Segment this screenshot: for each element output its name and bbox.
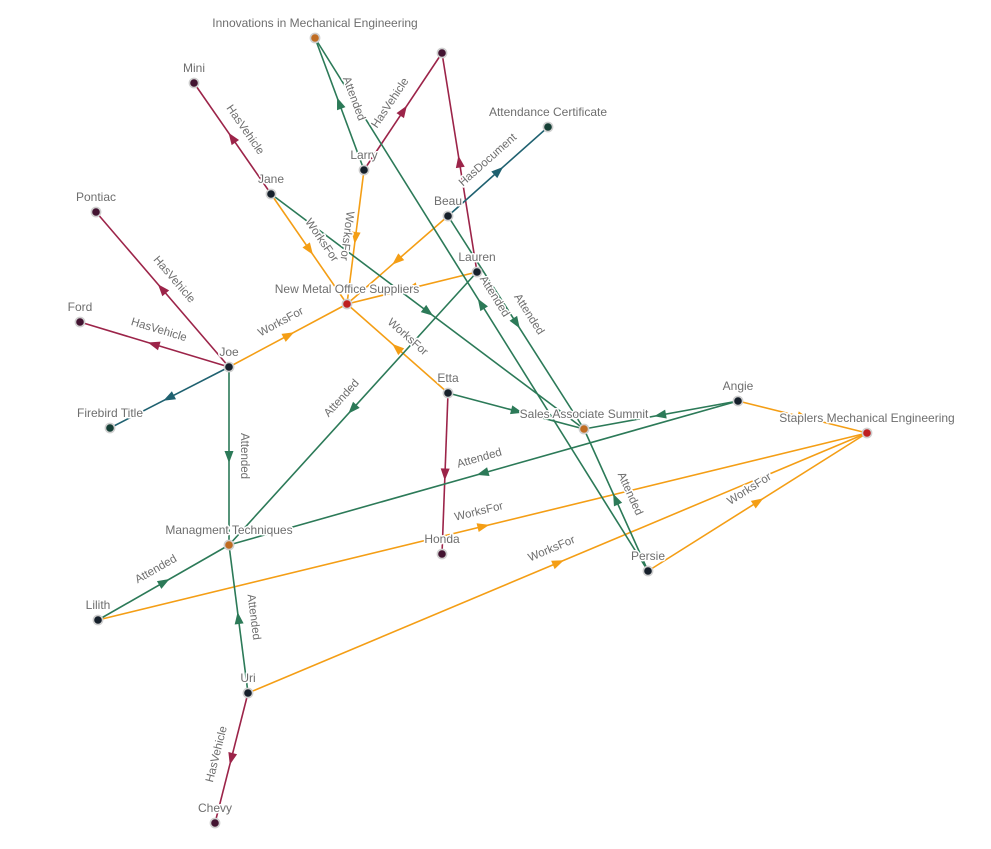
node-label-pontiac: Pontiac <box>76 190 116 204</box>
node-sas[interactable] <box>578 423 590 435</box>
node-label-uri: Uri <box>240 671 255 685</box>
edge-label-worksfor: WorksFor <box>385 316 430 358</box>
nodes-layer <box>74 32 873 829</box>
edge-arrow-icon <box>351 231 361 244</box>
node-label-larry: Larry <box>350 148 377 162</box>
node-label-attcert: Attendance Certificate <box>489 105 607 119</box>
edge-arrow-icon <box>654 409 667 419</box>
node-label-angie: Angie <box>723 379 754 393</box>
edge-arrow-icon <box>281 332 295 342</box>
node-label-mini: Mini <box>183 61 205 75</box>
node-label-lauren: Lauren <box>458 250 495 264</box>
edge-arrow-icon <box>302 242 313 255</box>
edge-arrow-icon <box>750 498 764 509</box>
node-uri[interactable] <box>242 687 254 699</box>
edge-label-attended: Attended <box>133 553 179 586</box>
node-nmos[interactable] <box>341 298 353 310</box>
node-vehicle1[interactable] <box>436 47 448 59</box>
node-larry[interactable] <box>358 164 370 176</box>
edge-arrow-icon <box>551 560 564 570</box>
node-persie[interactable] <box>642 565 654 577</box>
node-labels-layer: Innovations in Mechanical Engineering Min… <box>66 15 956 817</box>
node-label-beau: Beau <box>434 194 462 208</box>
edge-arrow-icon <box>228 132 240 146</box>
node-label-nmos: New Metal Office Suppliers <box>275 282 420 296</box>
edge-arrow-icon <box>420 304 434 316</box>
edge-label-worksfor: WorksFor <box>256 305 306 339</box>
node-firebird[interactable] <box>104 422 116 434</box>
node-chevy[interactable] <box>209 817 221 829</box>
edge-label-attended: Attended <box>322 377 362 419</box>
node-lauren[interactable] <box>471 266 483 278</box>
edge-arrows-layer <box>147 97 810 765</box>
edge-label-attended: Attended <box>238 433 250 479</box>
node-label-lilith: Lilith <box>86 598 111 612</box>
edge-arrow-icon <box>396 105 407 119</box>
node-label-mt: Managment Techniques <box>165 523 292 537</box>
node-innovations[interactable] <box>309 32 321 44</box>
node-attcert[interactable] <box>542 121 554 133</box>
edge-arrow-icon <box>477 298 488 312</box>
node-beau[interactable] <box>442 210 454 222</box>
edge-arrow-icon <box>509 315 520 329</box>
edge-arrow-icon <box>796 411 810 421</box>
edge-arrow-icon <box>163 391 177 401</box>
edge-arrow-icon <box>455 155 465 169</box>
node-label-joe: Joe <box>219 345 239 359</box>
node-etta[interactable] <box>442 387 454 399</box>
node-label-innovations: Innovations in Mechanical Engineering <box>212 16 417 30</box>
edge-arrow-icon <box>228 752 238 765</box>
edges-layer <box>79 37 868 824</box>
node-staplers[interactable] <box>861 427 873 439</box>
edge-arrow-icon <box>392 253 405 265</box>
edge-arrow-icon <box>392 343 405 356</box>
node-label-firebird: Firebird Title <box>77 406 143 420</box>
edge-arrow-icon <box>405 282 418 292</box>
node-label-jane: Jane <box>258 172 284 186</box>
node-label-etta: Etta <box>437 371 459 385</box>
node-label-honda: Honda <box>424 532 460 546</box>
edge-label-attended: Attended <box>456 447 504 471</box>
node-angie[interactable] <box>732 395 744 407</box>
edge-arrow-icon <box>224 451 234 463</box>
node-ford[interactable] <box>74 316 86 328</box>
edge-label-worksfor: WorksFor <box>453 500 504 523</box>
node-joe[interactable] <box>223 361 235 373</box>
edge-label-worksfor: WorksFor <box>302 217 340 265</box>
edge-label-hasvehicle: HasVehicle <box>151 254 198 306</box>
node-label-chevy: Chevy <box>198 801 232 815</box>
edge-arrow-icon <box>491 166 504 179</box>
node-jane[interactable] <box>265 188 277 200</box>
edge-label-attended: Attended <box>245 593 263 640</box>
edge-arrow-icon <box>510 405 523 415</box>
edge-labels-layer: HasVehicle HasVehicle HasVehicle HasVehicle… <box>128 74 775 786</box>
node-mt[interactable] <box>223 539 235 551</box>
node-label-persie: Persie <box>631 549 665 563</box>
edge-label-worksfor: WorksFor <box>526 534 577 564</box>
node-pontiac[interactable] <box>90 206 102 218</box>
edge-label-attended: Attended <box>477 274 512 319</box>
edge-arrow-icon <box>440 468 450 481</box>
edge-arrow-icon <box>234 612 244 625</box>
edge-arrow-icon <box>348 401 360 414</box>
edge-arrow-icon <box>476 467 490 476</box>
edge-arrow-icon <box>476 523 490 533</box>
node-label-staplers: Staplers Mechanical Engineering <box>779 411 954 425</box>
node-lilith[interactable] <box>92 614 104 626</box>
edge-arrow-icon <box>147 341 161 351</box>
edge-arrow-icon <box>613 493 623 507</box>
edge-arrow-icon <box>157 284 170 297</box>
edge-arrow-icon <box>156 579 170 589</box>
node-mini[interactable] <box>188 77 200 89</box>
node-label-sas: Sales Associate Summit <box>520 407 649 421</box>
node-label-ford: Ford <box>68 300 93 314</box>
edge-label-hasvehicle: HasVehicle <box>204 725 230 784</box>
edge-label-hasvehicle: HasVehicle <box>224 103 267 157</box>
edge-arrow-icon <box>337 97 346 111</box>
node-honda[interactable] <box>436 548 448 560</box>
edge-label-hasvehicle: HasVehicle <box>370 76 412 131</box>
edge-label-attended: Attended <box>511 292 546 337</box>
